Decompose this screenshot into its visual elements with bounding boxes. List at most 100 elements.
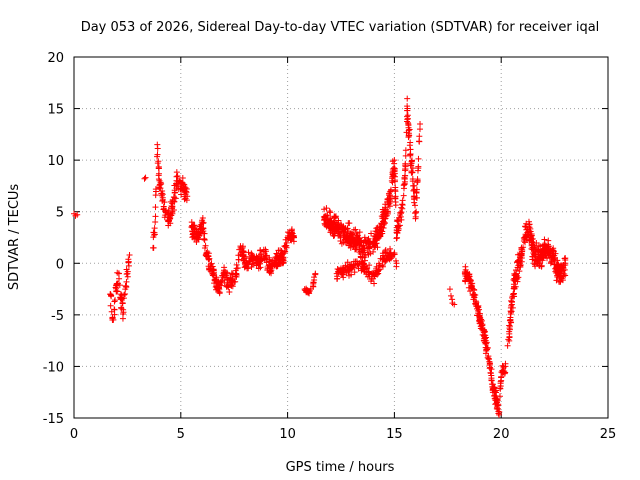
- data-point: [404, 112, 411, 119]
- data-point: [404, 107, 411, 114]
- data-point: [483, 346, 490, 353]
- data-point: [249, 252, 256, 259]
- data-point: [110, 316, 117, 323]
- data-point: [304, 287, 311, 294]
- data-point: [387, 249, 394, 256]
- data-point: [489, 384, 496, 391]
- data-point: [507, 314, 514, 321]
- data-point: [171, 198, 178, 205]
- data-point: [412, 215, 419, 222]
- data-point: [125, 262, 132, 269]
- data-point: [476, 306, 483, 313]
- data-point: [347, 244, 354, 251]
- data-point: [114, 288, 121, 295]
- data-point: [154, 145, 161, 152]
- data-point: [467, 278, 474, 285]
- data-point: [395, 227, 402, 234]
- data-point: [346, 220, 353, 227]
- data-point: [373, 240, 380, 247]
- data-point: [159, 196, 166, 203]
- y-tick-label: -5: [51, 309, 64, 324]
- data-point: [256, 252, 263, 259]
- data-point: [369, 270, 376, 277]
- data-point: [280, 256, 287, 263]
- data-point: [278, 250, 285, 257]
- data-point: [334, 266, 341, 273]
- data-point: [446, 286, 453, 293]
- data-point: [225, 282, 232, 289]
- data-point: [181, 181, 188, 188]
- data-point: [165, 218, 172, 225]
- data-point: [332, 230, 339, 237]
- data-point: [511, 277, 518, 284]
- data-point: [400, 192, 407, 199]
- data-point: [116, 275, 123, 282]
- data-point: [119, 300, 126, 307]
- data-point: [416, 133, 423, 140]
- data-point: [213, 279, 220, 286]
- data-point: [124, 273, 131, 280]
- data-point: [365, 268, 372, 275]
- data-point: [562, 257, 569, 264]
- data-point: [561, 266, 568, 273]
- data-point: [268, 261, 275, 268]
- data-point: [158, 192, 165, 199]
- data-point: [201, 235, 208, 242]
- data-point: [402, 160, 409, 167]
- data-point: [311, 276, 318, 283]
- data-point: [399, 201, 406, 208]
- data-point: [553, 267, 560, 274]
- data-point: [344, 265, 351, 272]
- data-point: [275, 259, 282, 266]
- data-point: [358, 258, 365, 265]
- data-point: [492, 395, 499, 402]
- data-point: [383, 212, 390, 219]
- data-point: [112, 297, 119, 304]
- data-point: [111, 306, 118, 313]
- data-point: [413, 194, 420, 201]
- data-point: [216, 289, 223, 296]
- y-tick-label: 10: [47, 154, 64, 169]
- data-points: [71, 95, 569, 418]
- data-point: [387, 245, 394, 252]
- data-point: [512, 267, 519, 274]
- data-point: [499, 368, 506, 375]
- data-point: [152, 204, 159, 211]
- data-point: [206, 256, 213, 263]
- data-point: [393, 235, 400, 242]
- data-point: [393, 263, 400, 270]
- data-point: [229, 278, 236, 285]
- data-point: [481, 335, 488, 342]
- data-point: [268, 267, 275, 274]
- data-point: [216, 284, 223, 291]
- data-point: [554, 265, 561, 272]
- data-point: [159, 191, 166, 198]
- data-point: [119, 310, 126, 317]
- data-point: [346, 235, 353, 242]
- data-point: [174, 172, 181, 179]
- data-point: [555, 261, 562, 268]
- data-point: [107, 291, 114, 298]
- data-point: [374, 224, 381, 231]
- data-point: [406, 126, 413, 133]
- data-point: [479, 326, 486, 333]
- data-point: [150, 244, 157, 251]
- data-point: [334, 275, 341, 282]
- data-point: [392, 257, 399, 264]
- data-point: [111, 298, 118, 305]
- data-point: [398, 209, 405, 216]
- data-point: [326, 224, 333, 231]
- data-point: [239, 244, 246, 251]
- data-point: [379, 263, 386, 270]
- data-point: [348, 271, 355, 278]
- data-point: [416, 126, 423, 133]
- data-point: [528, 232, 535, 239]
- data-point: [487, 369, 494, 376]
- axis-ticks: 0 5 10 15 20 25 -15 -10 -5 0 5 10 15 20: [43, 51, 617, 442]
- data-point: [126, 252, 133, 259]
- data-point: [382, 257, 389, 264]
- data-point: [392, 198, 399, 205]
- y-tick-label: 15: [47, 103, 64, 118]
- data-point: [142, 174, 149, 181]
- data-point: [209, 270, 216, 277]
